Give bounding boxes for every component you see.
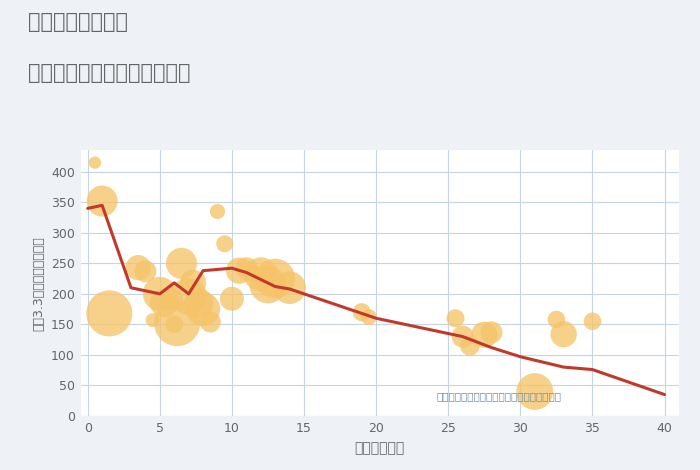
Point xyxy=(234,267,245,274)
Point xyxy=(204,318,216,326)
Point xyxy=(363,313,374,321)
Point xyxy=(558,330,569,338)
Point xyxy=(169,321,180,328)
Point xyxy=(197,306,209,313)
Point xyxy=(132,264,144,271)
Point xyxy=(212,208,223,215)
Point xyxy=(551,316,562,323)
Point xyxy=(90,159,101,166)
Point xyxy=(479,331,490,338)
Point xyxy=(450,314,461,322)
Point xyxy=(183,292,195,300)
Point xyxy=(464,342,475,350)
Point xyxy=(188,279,199,287)
Point xyxy=(256,271,267,278)
Point xyxy=(270,275,281,282)
Point xyxy=(486,329,497,336)
Point xyxy=(587,318,598,325)
Point xyxy=(172,320,183,327)
Point xyxy=(219,240,230,248)
Point xyxy=(226,295,237,303)
Point xyxy=(457,333,468,340)
Point xyxy=(140,267,151,275)
Point xyxy=(193,299,204,307)
Text: 円の大きさは、取引のあった物件面積を示す: 円の大きさは、取引のあった物件面積を示す xyxy=(437,392,561,401)
Point xyxy=(262,281,274,289)
Point xyxy=(147,316,158,324)
Point xyxy=(97,197,108,205)
Text: 築年数別中古マンション価格: 築年数別中古マンション価格 xyxy=(28,63,190,84)
Point xyxy=(158,299,169,307)
Point xyxy=(284,284,295,291)
Point xyxy=(241,265,252,272)
Y-axis label: 坪（3.3㎡）単価（万円）: 坪（3.3㎡）単価（万円） xyxy=(32,236,46,330)
Point xyxy=(104,310,115,317)
Point xyxy=(176,259,187,267)
Point xyxy=(529,388,540,395)
Point xyxy=(166,295,177,303)
Text: 東京都墨田区堤通: 東京都墨田区堤通 xyxy=(28,12,128,32)
X-axis label: 築年数（年）: 築年数（年） xyxy=(355,441,405,455)
Point xyxy=(248,270,259,277)
Point xyxy=(154,290,165,298)
Point xyxy=(356,308,368,316)
